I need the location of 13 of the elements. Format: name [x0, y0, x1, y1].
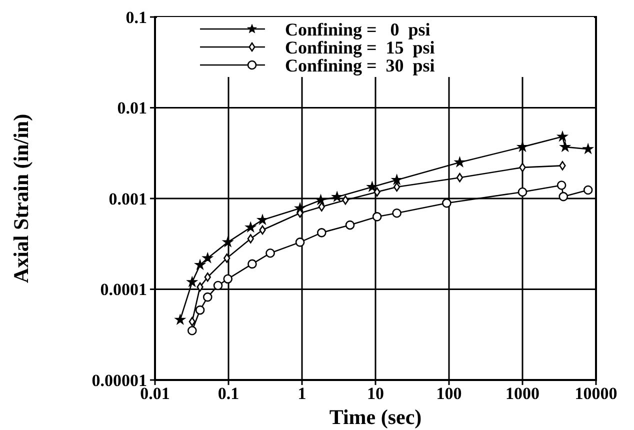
x-axis-title: Time (sec)	[329, 405, 422, 429]
legend-label: Confining = 0 psi	[285, 19, 430, 40]
x-tick-label: 1000	[506, 384, 540, 403]
x-tick-label: 0.1	[218, 384, 240, 403]
x-tick-label: 10000	[574, 384, 618, 403]
y-axis-title: Axial Strain (in/in)	[9, 114, 33, 284]
x-tick-label: 10	[367, 384, 384, 403]
x-tick-label: 1	[298, 384, 306, 403]
y-tick-label: 0.01	[117, 98, 147, 118]
y-tick-label: 0.1	[126, 8, 147, 27]
y-tick-label: 0.0001	[100, 280, 147, 300]
y-tick-label: 0.001	[108, 189, 147, 208]
x-tick-label: 100	[436, 384, 462, 403]
